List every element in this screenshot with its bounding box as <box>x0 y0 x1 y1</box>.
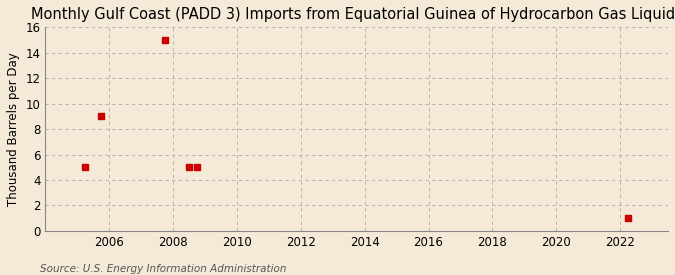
Point <box>96 114 107 119</box>
Point <box>192 165 202 169</box>
Text: Source: U.S. Energy Information Administration: Source: U.S. Energy Information Administ… <box>40 264 287 274</box>
Point <box>623 216 634 221</box>
Title: Monthly Gulf Coast (PADD 3) Imports from Equatorial Guinea of Hydrocarbon Gas Li: Monthly Gulf Coast (PADD 3) Imports from… <box>31 7 675 22</box>
Y-axis label: Thousand Barrels per Day: Thousand Barrels per Day <box>7 52 20 206</box>
Point <box>160 38 171 42</box>
Point <box>80 165 90 169</box>
Point <box>184 165 194 169</box>
